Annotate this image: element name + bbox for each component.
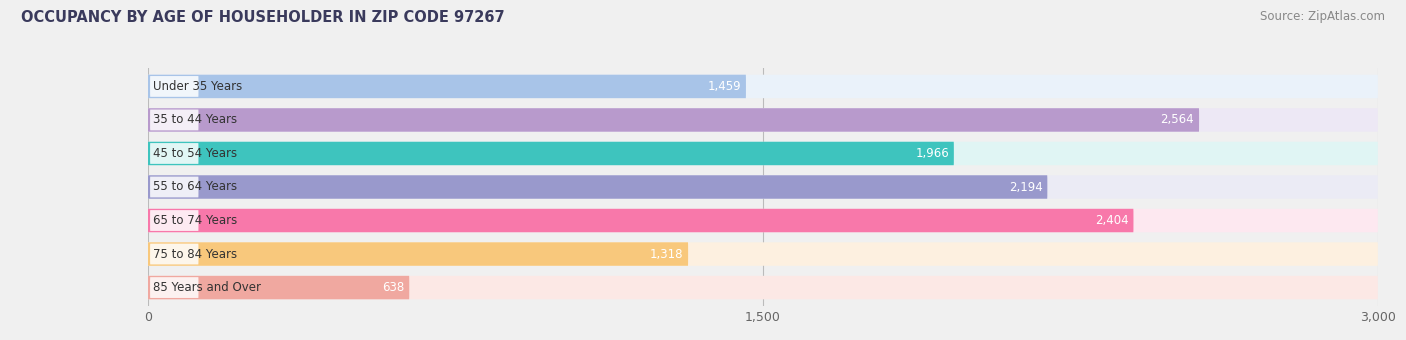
FancyBboxPatch shape — [148, 175, 1378, 199]
FancyBboxPatch shape — [148, 209, 1378, 232]
FancyBboxPatch shape — [148, 142, 953, 165]
Text: 1,459: 1,459 — [707, 80, 741, 93]
FancyBboxPatch shape — [150, 76, 198, 97]
FancyBboxPatch shape — [150, 109, 198, 130]
FancyBboxPatch shape — [148, 75, 1378, 98]
FancyBboxPatch shape — [148, 276, 1378, 299]
FancyBboxPatch shape — [150, 277, 198, 298]
FancyBboxPatch shape — [148, 242, 1378, 266]
FancyBboxPatch shape — [148, 242, 688, 266]
FancyBboxPatch shape — [148, 75, 747, 98]
Text: 35 to 44 Years: 35 to 44 Years — [153, 114, 238, 126]
Text: 55 to 64 Years: 55 to 64 Years — [153, 181, 238, 193]
Text: OCCUPANCY BY AGE OF HOUSEHOLDER IN ZIP CODE 97267: OCCUPANCY BY AGE OF HOUSEHOLDER IN ZIP C… — [21, 10, 505, 25]
FancyBboxPatch shape — [148, 175, 1047, 199]
Text: 2,564: 2,564 — [1160, 114, 1194, 126]
FancyBboxPatch shape — [150, 143, 198, 164]
FancyBboxPatch shape — [150, 176, 198, 198]
FancyBboxPatch shape — [148, 276, 409, 299]
Text: 638: 638 — [382, 281, 405, 294]
Text: Under 35 Years: Under 35 Years — [153, 80, 243, 93]
FancyBboxPatch shape — [148, 108, 1199, 132]
Text: 45 to 54 Years: 45 to 54 Years — [153, 147, 238, 160]
FancyBboxPatch shape — [148, 209, 1133, 232]
Text: Source: ZipAtlas.com: Source: ZipAtlas.com — [1260, 10, 1385, 23]
Text: 1,966: 1,966 — [915, 147, 949, 160]
Text: 65 to 74 Years: 65 to 74 Years — [153, 214, 238, 227]
Text: 85 Years and Over: 85 Years and Over — [153, 281, 262, 294]
Text: 2,404: 2,404 — [1095, 214, 1129, 227]
FancyBboxPatch shape — [150, 210, 198, 231]
FancyBboxPatch shape — [148, 108, 1378, 132]
FancyBboxPatch shape — [150, 244, 198, 265]
Text: 1,318: 1,318 — [650, 248, 683, 260]
Text: 2,194: 2,194 — [1008, 181, 1042, 193]
Text: 75 to 84 Years: 75 to 84 Years — [153, 248, 238, 260]
FancyBboxPatch shape — [148, 142, 1378, 165]
